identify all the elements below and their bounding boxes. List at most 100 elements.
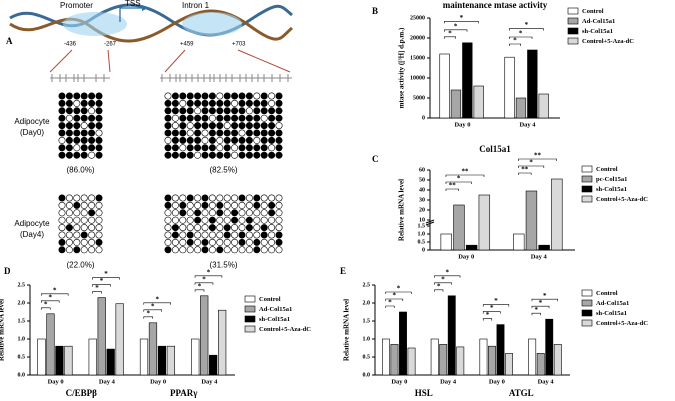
cpg-site — [73, 209, 81, 217]
cpg-site — [268, 209, 276, 217]
cpg-site — [268, 136, 276, 144]
cpg-site — [201, 122, 209, 130]
cpg-site — [208, 107, 216, 115]
legend-swatch — [581, 289, 593, 297]
cpg-site — [164, 224, 172, 232]
bar — [479, 338, 488, 376]
cpg-site — [223, 216, 231, 224]
cpg-site — [186, 231, 194, 239]
significance-bracket — [445, 174, 485, 177]
cpg-site — [186, 201, 194, 209]
cpg-site — [238, 224, 246, 232]
cpg-site — [268, 151, 276, 159]
position-label: +703 — [232, 42, 246, 48]
legend-swatch — [567, 7, 579, 15]
significance-label: * — [100, 277, 104, 285]
cpg-site — [73, 144, 81, 152]
bar — [55, 345, 64, 376]
cpg-site — [171, 216, 179, 224]
legend-label: Control — [596, 290, 618, 297]
cpg-site — [179, 114, 187, 122]
bar — [551, 178, 563, 251]
cpg-site — [201, 92, 209, 100]
y-tick-label: 1.0 — [418, 231, 426, 237]
cpg-site — [223, 231, 231, 239]
cpg-site — [253, 114, 261, 122]
cpg-site — [194, 231, 202, 239]
cpg-site — [186, 194, 194, 202]
y-tick-label: 0.0 — [18, 372, 26, 378]
cpg-site — [194, 209, 202, 217]
cpg-site — [231, 151, 239, 159]
cpg-site — [73, 216, 81, 224]
y-tick-label: 2.5 — [18, 282, 26, 288]
bar — [504, 56, 515, 119]
cpg-site — [80, 216, 88, 224]
legend-label: Control — [582, 8, 604, 15]
cpg-site — [73, 224, 81, 232]
bar — [200, 295, 209, 376]
x-tick-label: Day 4 — [201, 378, 218, 385]
bar — [440, 233, 452, 251]
significance-bracket — [434, 289, 444, 292]
cpg-site — [58, 122, 66, 130]
bar — [88, 338, 97, 376]
cpg-site — [268, 122, 276, 130]
cpg-site — [201, 107, 209, 115]
cpg-site — [186, 216, 194, 224]
cpg-site — [275, 216, 283, 224]
bar — [513, 233, 525, 251]
cpg-site — [201, 209, 209, 217]
cpg-site — [253, 246, 261, 254]
cpg-site — [179, 238, 187, 246]
cpg-site — [179, 136, 187, 144]
significance-bracket — [385, 305, 395, 308]
cpg-site — [95, 231, 103, 239]
significance-label: * — [95, 284, 99, 292]
cpg-site — [231, 194, 239, 202]
cpg-site — [88, 99, 96, 107]
cpg-site — [194, 99, 202, 107]
cpg-site — [238, 238, 246, 246]
cpg-site — [238, 151, 246, 159]
cpg-site — [201, 231, 209, 239]
bar — [456, 346, 465, 376]
cpg-site — [208, 194, 216, 202]
cpg-site — [186, 99, 194, 107]
bar — [545, 318, 554, 376]
cpg-site — [95, 122, 103, 130]
significance-bracket — [509, 28, 544, 31]
cpg-site — [88, 136, 96, 144]
significance-bracket — [518, 172, 532, 175]
bar — [209, 354, 218, 376]
cpg-site — [260, 151, 268, 159]
cpg-site — [88, 151, 96, 159]
cpg-site — [223, 136, 231, 144]
significance-bracket — [194, 275, 223, 278]
cpg-site — [238, 99, 246, 107]
cpg-site — [65, 246, 73, 254]
cpg-site — [88, 209, 96, 217]
cpg-site — [179, 231, 187, 239]
cpg-site — [80, 136, 88, 144]
cpg-site — [238, 136, 246, 144]
cpg-site — [216, 99, 224, 107]
cpg-site — [164, 136, 172, 144]
cpg-site — [216, 194, 224, 202]
cpg-site — [245, 231, 253, 239]
cpg-site — [231, 122, 239, 130]
significance-bracket — [92, 284, 111, 287]
cpg-site — [65, 122, 73, 130]
cpg-site — [58, 216, 66, 224]
cpg-site — [253, 151, 261, 159]
cpg-site — [164, 201, 172, 209]
cpg-site — [201, 238, 209, 246]
bar — [473, 85, 484, 119]
cpg-site — [164, 92, 172, 100]
cpg-site — [164, 216, 172, 224]
cpg-site — [231, 92, 239, 100]
cpg-site — [179, 246, 187, 254]
bar — [64, 345, 73, 376]
cpg-site — [88, 114, 96, 122]
cpg-site — [194, 122, 202, 130]
